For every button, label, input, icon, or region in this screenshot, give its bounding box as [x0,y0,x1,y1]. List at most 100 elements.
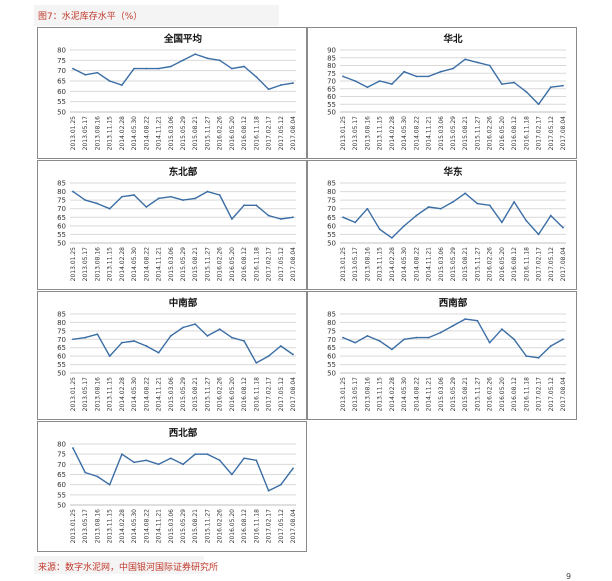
figure-title: 图7：水泥库存水平（%） [38,12,143,22]
x-tick-label: 2013.11.15 [377,116,384,151]
data-point [439,207,442,210]
y-tick-label: 60 [57,353,66,361]
data-point [513,81,516,84]
x-tick-label: 2016.08.12 [511,116,518,151]
data-point [169,195,172,198]
data-point [120,453,123,456]
y-tick-label: 80 [57,47,66,55]
data-point [476,319,479,322]
data-point [488,64,491,67]
x-tick-label: 2014.02.28 [389,247,396,282]
data-point [267,489,270,492]
data-point [403,338,406,341]
x-tick-label: 2016.08.12 [241,116,248,151]
data-point [108,483,111,486]
x-tick-label: 2017.02.17 [536,247,543,282]
chart-title: 华北 [443,33,463,45]
data-point [464,58,467,61]
data-point [354,80,357,82]
x-tick-label: 2014.08.22 [413,116,420,151]
y-tick-label: 85 [57,180,66,188]
data-point [243,457,246,460]
x-tick-label: 2017.05.12 [548,247,555,282]
x-tick-label: 2013.01.25 [340,116,347,151]
data-point [194,53,197,56]
x-tick-label: 2016.11.18 [523,377,530,412]
chart-svg: 全国平均 50 55 60 65 70 75 80 2013.01.25 2013.05.17 20… [57,33,297,151]
x-tick-label: 2014.08.22 [143,509,150,544]
data-point [230,218,233,220]
x-tick-label: 2014.02.28 [119,247,126,282]
y-tick-label: 75 [57,57,66,65]
x-tick-label: 2014.02.28 [119,116,126,151]
x-tick-label: 2016.02.26 [217,116,224,151]
data-point [279,483,282,486]
data-point [108,355,111,358]
x-tick-label: 2017.05.12 [278,247,285,282]
x-tick-label: 2013.11.15 [107,116,114,151]
x-tick-label: 2016.08.12 [241,247,248,282]
x-tick-label: 2013.01.25 [70,509,77,544]
data-point [133,340,136,342]
series-line [342,58,564,106]
data-point [525,90,528,93]
chart-panel-northwest: 西北部 50 55 60 65 70 75 80 2013.01.25 2013.05.17 201… [37,421,307,552]
y-tick-label: 55 [327,361,336,369]
x-tick-label: 2014.11.21 [156,247,163,282]
x-tick-label: 2016.11.18 [253,116,260,151]
y-tick-label: 60 [57,88,66,96]
y-tick-label: 60 [57,222,66,230]
x-tick-label: 2017.02.17 [266,116,273,151]
data-point [267,214,270,217]
data-point [476,61,479,64]
x-tick-label: 2017.05.12 [278,116,285,151]
data-point [145,459,148,462]
data-point [255,75,258,78]
x-tick-label: 2015.05.29 [180,247,187,282]
data-point [169,457,172,460]
x-tick-label: 2014.02.28 [389,116,396,151]
data-point [415,75,418,78]
data-point [230,473,233,476]
x-tick-label: 2013.05.17 [82,377,89,412]
data-point [72,338,74,341]
x-tick-label: 2014.05.30 [401,247,408,282]
data-point [267,355,270,358]
data-point [218,59,221,62]
y-tick-label: 70 [57,205,66,213]
x-tick-label: 2014.11.21 [426,116,433,151]
y-tick-label: 70 [57,461,66,469]
x-tick-label: 2017.08.04 [560,247,567,282]
x-tick-label: 2015.11.27 [204,377,211,412]
x-tick-label: 2015.03.06 [168,247,175,282]
x-tick-label: 2014.08.22 [413,377,420,412]
data-point [72,190,74,193]
data-point [206,453,209,456]
data-point [218,328,221,331]
x-tick-label: 2015.03.06 [168,509,175,544]
x-tick-label: 2015.11.27 [204,247,211,282]
data-point [439,70,442,73]
y-tick-label: 70 [57,336,66,344]
x-tick-label: 2013.08.16 [364,377,371,412]
page-number: 9 [566,572,572,581]
x-tick-label: 2016.08.12 [241,377,248,412]
data-point [476,202,479,205]
x-tick-label: 2015.03.06 [438,247,445,282]
x-tick-label: 2015.05.29 [180,509,187,544]
x-tick-label: 2016.05.20 [229,116,236,151]
data-point [96,71,99,74]
data-point [145,345,148,347]
data-point [84,471,87,474]
data-point [390,236,393,239]
data-point [464,318,467,320]
data-point [427,336,430,339]
data-point [415,214,418,217]
x-tick-label: 2015.03.06 [438,116,445,151]
data-point [500,83,503,85]
data-point [84,73,87,76]
data-point [157,197,160,200]
x-tick-label: 2014.11.21 [426,377,433,412]
x-tick-label: 2013.01.25 [340,247,347,282]
